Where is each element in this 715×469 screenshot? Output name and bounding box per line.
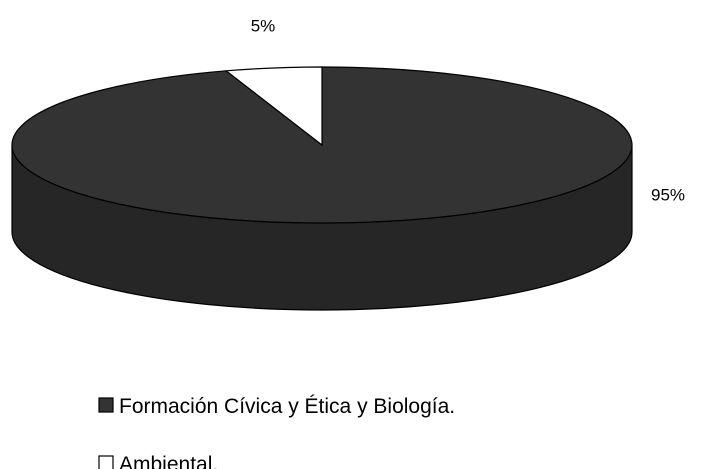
- pie-slice: [224, 66, 323, 147]
- legend-label: Formación Cívica y Ética y Biología.: [119, 395, 455, 418]
- data-label: 95%: [651, 185, 685, 204]
- data-label: 5%: [251, 16, 276, 35]
- legend-swatch: [98, 397, 114, 413]
- legend-swatch: [98, 455, 114, 469]
- legend-label: Ambiental.: [119, 453, 218, 469]
